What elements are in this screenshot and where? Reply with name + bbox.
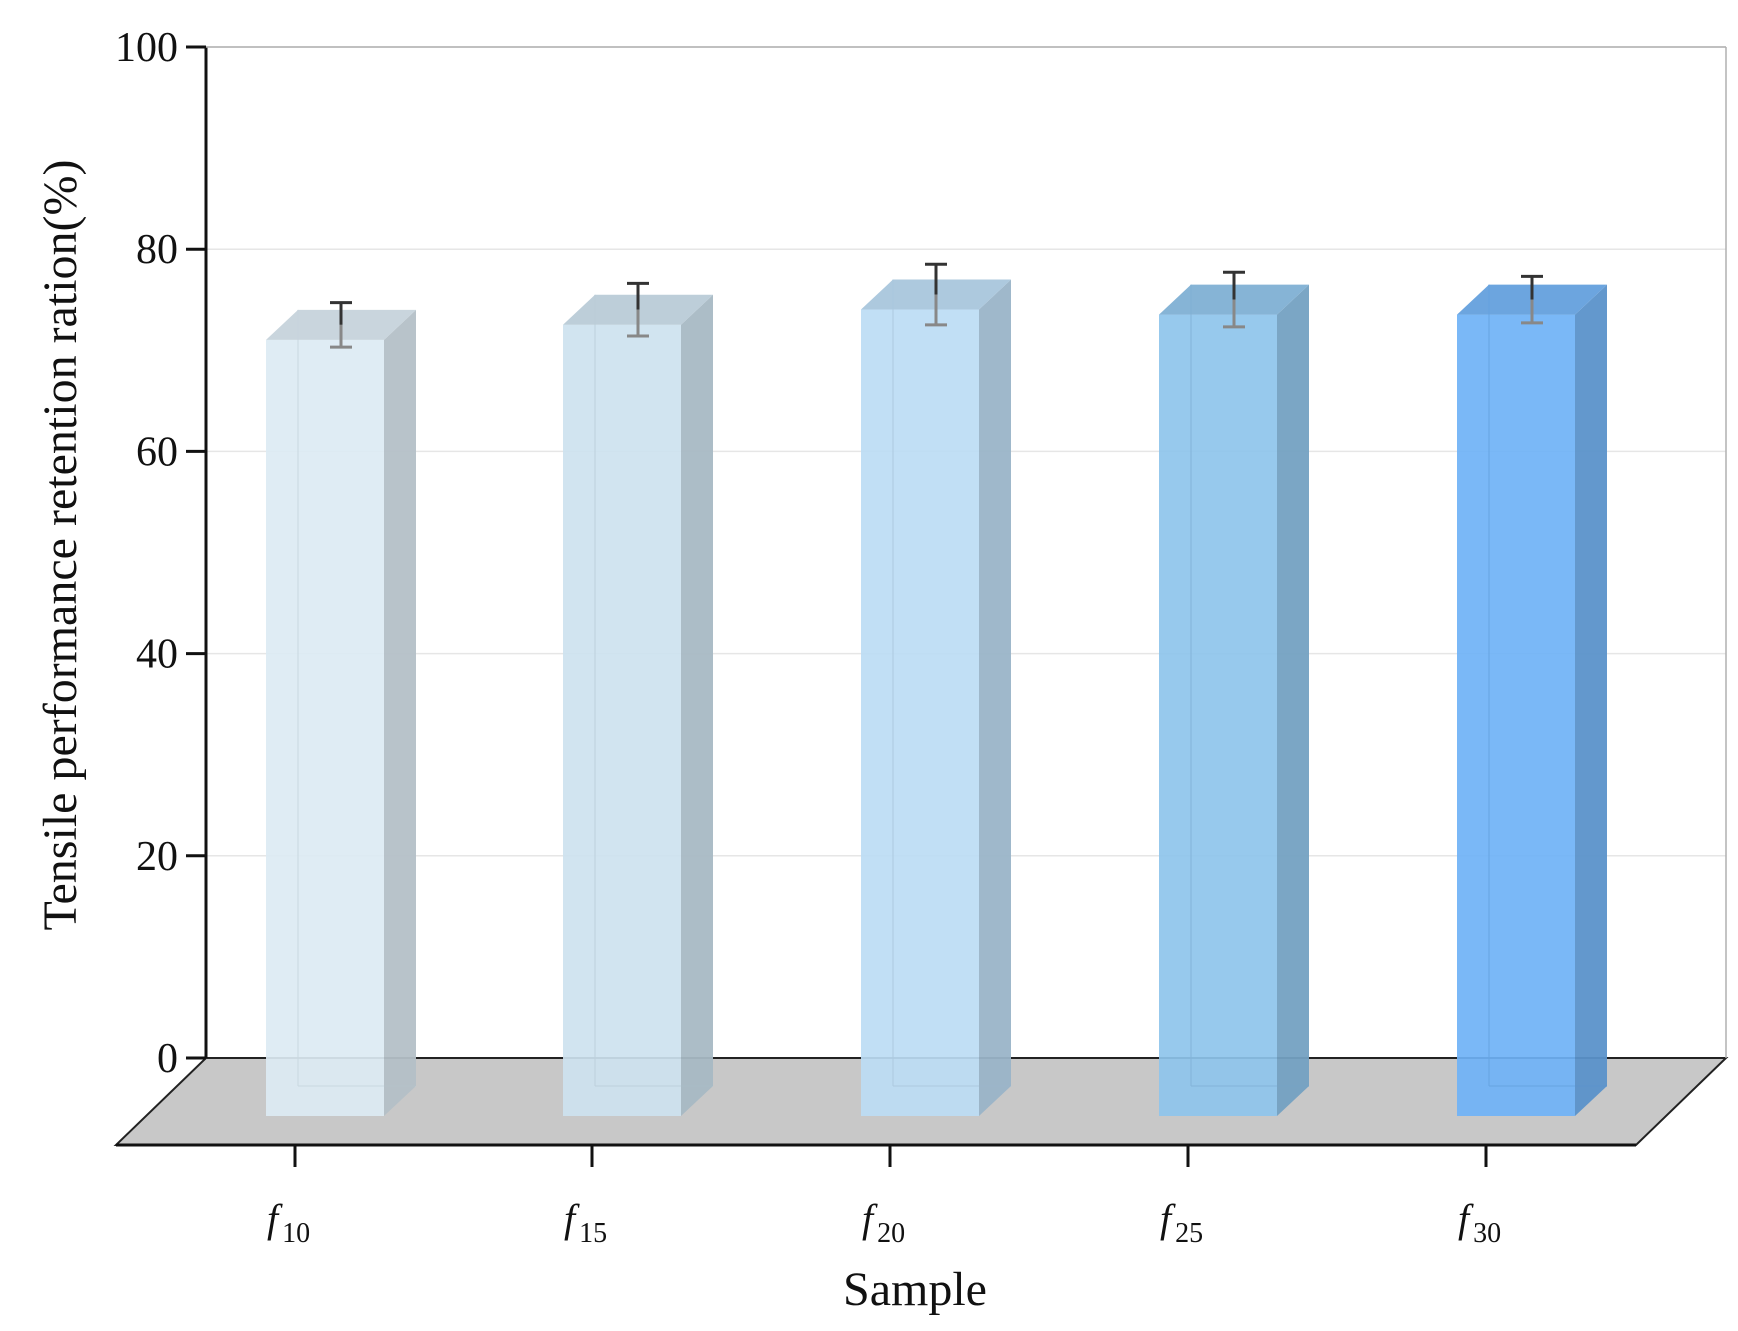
bar-front-face <box>563 324 681 1116</box>
bar-side-face <box>1575 284 1607 1117</box>
bar-front-face <box>1457 314 1575 1117</box>
bar-front-face <box>1159 314 1277 1117</box>
y-tick-label: 80 <box>136 227 178 273</box>
y-tick-label: 60 <box>136 429 178 475</box>
y-tick-label: 40 <box>136 632 178 678</box>
y-axis-title: Tensile performance retention ration(%) <box>34 160 87 931</box>
y-tick-label: 0 <box>157 1036 178 1082</box>
x-tick-label: f 30 <box>1458 1196 1501 1249</box>
bar-side-face <box>384 309 416 1116</box>
x-axis-title: Sample <box>843 1263 987 1316</box>
bar-side-face <box>1277 284 1309 1117</box>
error-bar <box>1223 270 1245 329</box>
bar-front-face <box>861 309 979 1116</box>
bar-f15 <box>563 281 713 1116</box>
bar-f10 <box>266 301 416 1116</box>
bar-f30 <box>1457 274 1607 1117</box>
y-tick-label: 100 <box>115 25 178 71</box>
error-bar <box>330 301 352 349</box>
axes-layer <box>186 45 1727 1167</box>
text-layer: 0 20 40 60 80 100 f 10 f 15 f 20 f 25 f 30 Sample Tensile… <box>34 25 1501 1316</box>
bar-side-face <box>681 294 713 1116</box>
bar-side-face <box>979 279 1011 1116</box>
bar-f25 <box>1159 270 1309 1117</box>
x-tick-label: f 25 <box>1160 1196 1203 1249</box>
bar-f20 <box>861 262 1011 1116</box>
bars-layer <box>266 262 1607 1117</box>
error-bar <box>1521 274 1543 325</box>
x-tick-label: f 15 <box>564 1196 607 1249</box>
error-bar <box>925 262 947 327</box>
y-tick-label: 20 <box>136 834 178 880</box>
x-tick-label: f 10 <box>267 1196 310 1249</box>
bar-front-face <box>266 339 384 1116</box>
error-bar <box>627 281 649 338</box>
x-tick-label: f 20 <box>862 1196 905 1249</box>
